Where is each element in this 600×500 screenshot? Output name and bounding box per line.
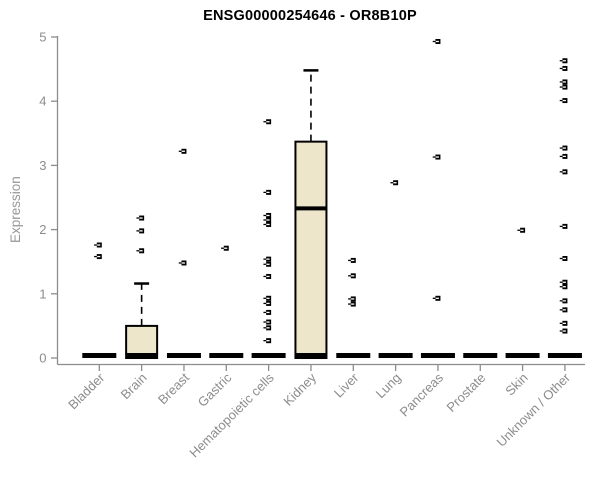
chart-title: ENSG00000254646 - OR8B10P [203, 8, 417, 24]
y-tick-label: 1 [39, 286, 46, 301]
x-category-label: Brain [118, 370, 150, 402]
y-tick-label: 2 [39, 222, 46, 237]
box [125, 324, 159, 359]
zero-bar [251, 353, 286, 358]
zero-bar [505, 353, 540, 358]
y-tick-label: 4 [39, 94, 46, 109]
x-category-label: Breast [155, 370, 192, 407]
zero-bar [295, 353, 327, 358]
y-tick-label: 3 [39, 158, 46, 173]
zero-bar [82, 353, 117, 358]
zero-bar [463, 353, 498, 358]
y-tick-label: 5 [39, 30, 46, 45]
x-category-label: Kidney [280, 370, 319, 409]
zero-bar [209, 353, 244, 358]
x-category-label: Gastric [195, 370, 235, 410]
zero-bar [378, 353, 413, 358]
zero-bar [126, 353, 158, 358]
x-category-label: Liver [331, 370, 362, 401]
x-category-label: Lung [373, 370, 404, 401]
zero-bar [420, 353, 455, 358]
zero-bar [166, 353, 201, 358]
zero-bar [547, 353, 582, 358]
x-category-label: Prostate [444, 370, 489, 415]
x-category-label: Bladder [65, 370, 108, 413]
zero-bar [336, 353, 371, 358]
box [294, 140, 328, 359]
x-category-label: Skin [502, 370, 530, 398]
x-category-label: Unknown / Other [493, 370, 573, 450]
x-category-label: Pancreas [397, 370, 447, 420]
y-tick-label: 0 [39, 351, 46, 366]
